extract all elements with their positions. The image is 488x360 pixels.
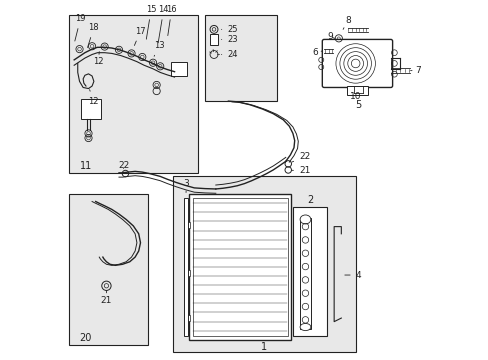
Text: 15: 15 bbox=[145, 5, 156, 39]
Bar bbox=[188, 194, 290, 339]
Text: 1: 1 bbox=[261, 342, 267, 352]
Text: 8: 8 bbox=[343, 16, 350, 30]
Bar bbox=[209, 34, 218, 45]
Text: 5: 5 bbox=[355, 100, 361, 111]
FancyBboxPatch shape bbox=[322, 40, 392, 87]
Text: 10: 10 bbox=[349, 92, 361, 101]
Text: 2: 2 bbox=[306, 195, 312, 205]
Text: 18: 18 bbox=[87, 23, 99, 48]
Bar bbox=[69, 194, 147, 345]
Text: 7: 7 bbox=[410, 66, 420, 75]
Ellipse shape bbox=[300, 323, 310, 330]
Text: 9: 9 bbox=[326, 32, 334, 41]
Text: 22: 22 bbox=[291, 152, 309, 162]
Bar bbox=[192, 198, 287, 336]
Text: 24: 24 bbox=[221, 50, 237, 59]
Ellipse shape bbox=[300, 215, 310, 224]
Bar bbox=[69, 15, 198, 173]
Bar bbox=[81, 99, 101, 119]
Bar bbox=[185, 270, 189, 276]
Text: 17: 17 bbox=[134, 27, 145, 45]
Bar bbox=[172, 176, 355, 352]
Text: 11: 11 bbox=[80, 161, 92, 171]
Text: 12: 12 bbox=[93, 51, 103, 66]
Text: 21: 21 bbox=[291, 166, 310, 175]
Text: 16: 16 bbox=[166, 5, 177, 36]
Text: 22: 22 bbox=[118, 161, 129, 170]
Text: 3: 3 bbox=[183, 179, 189, 193]
Text: 23: 23 bbox=[221, 35, 238, 44]
Text: 20: 20 bbox=[80, 333, 92, 343]
Bar bbox=[300, 218, 310, 329]
Bar bbox=[292, 207, 326, 336]
Bar bbox=[185, 315, 189, 321]
Text: 14: 14 bbox=[158, 5, 168, 43]
Text: 4: 4 bbox=[344, 270, 361, 279]
Bar bbox=[346, 86, 367, 95]
Bar bbox=[183, 198, 188, 336]
Text: 19: 19 bbox=[75, 14, 85, 41]
Bar bbox=[185, 222, 189, 228]
Text: 12: 12 bbox=[88, 90, 99, 105]
Bar bbox=[171, 62, 187, 76]
Text: 21: 21 bbox=[101, 291, 112, 305]
Text: 13: 13 bbox=[154, 41, 164, 56]
Bar bbox=[204, 15, 276, 101]
Text: 6: 6 bbox=[312, 48, 322, 57]
Text: 25: 25 bbox=[221, 25, 237, 34]
